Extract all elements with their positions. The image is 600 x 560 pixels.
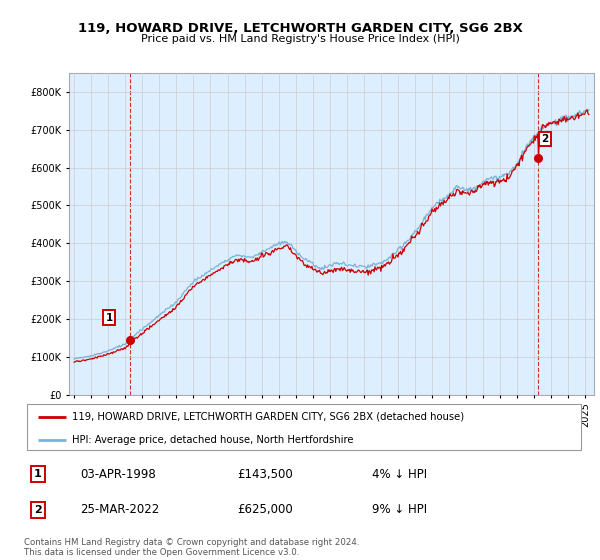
Text: 119, HOWARD DRIVE, LETCHWORTH GARDEN CITY, SG6 2BX: 119, HOWARD DRIVE, LETCHWORTH GARDEN CIT…: [77, 22, 523, 35]
Text: 2: 2: [541, 134, 549, 144]
Text: Contains HM Land Registry data © Crown copyright and database right 2024.
This d: Contains HM Land Registry data © Crown c…: [24, 538, 359, 557]
Text: £625,000: £625,000: [237, 503, 293, 516]
Text: HPI: Average price, detached house, North Hertfordshire: HPI: Average price, detached house, Nort…: [71, 435, 353, 445]
FancyBboxPatch shape: [27, 404, 581, 450]
Text: £143,500: £143,500: [237, 468, 293, 481]
Text: 2: 2: [34, 505, 42, 515]
Text: Price paid vs. HM Land Registry's House Price Index (HPI): Price paid vs. HM Land Registry's House …: [140, 34, 460, 44]
Text: 119, HOWARD DRIVE, LETCHWORTH GARDEN CITY, SG6 2BX (detached house): 119, HOWARD DRIVE, LETCHWORTH GARDEN CIT…: [71, 412, 464, 422]
Text: 25-MAR-2022: 25-MAR-2022: [80, 503, 160, 516]
Text: 1: 1: [106, 312, 113, 323]
Text: 03-APR-1998: 03-APR-1998: [80, 468, 156, 481]
Text: 1: 1: [34, 469, 42, 479]
Text: 4% ↓ HPI: 4% ↓ HPI: [372, 468, 427, 481]
Text: 9% ↓ HPI: 9% ↓ HPI: [372, 503, 427, 516]
